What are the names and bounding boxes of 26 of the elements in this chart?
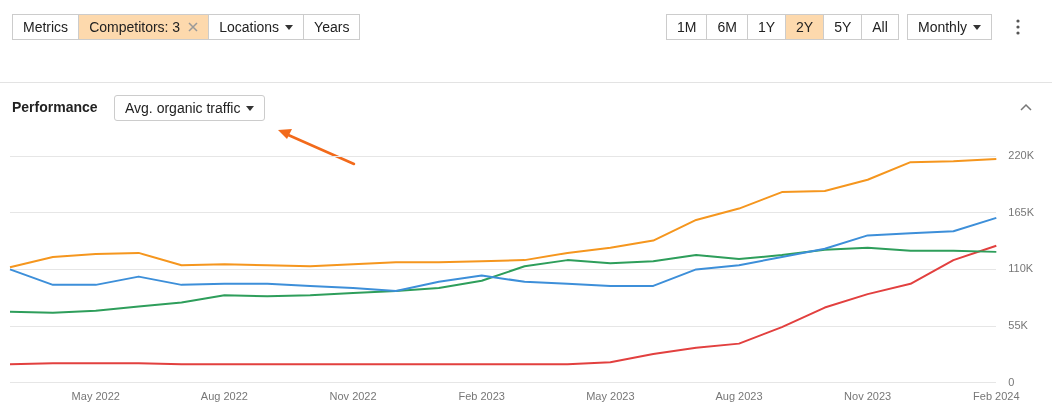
text: 1Y	[757, 19, 776, 35]
text: Monthly	[918, 19, 968, 35]
text: Avg. organic traffic	[125, 100, 241, 116]
y-tick-label: 220K	[1008, 149, 1035, 162]
text: All	[872, 19, 888, 35]
x-tick-label: May 2023	[586, 390, 635, 403]
text: 6M	[717, 19, 737, 35]
x-tick-label: Feb 2023	[458, 390, 505, 403]
text: Locations	[219, 19, 280, 35]
text: Years	[314, 19, 350, 35]
text: 2Y	[796, 19, 814, 35]
text: 5Y	[834, 19, 852, 35]
x-tick-label: Feb 2024	[973, 390, 1020, 403]
text: Competitors: 3	[89, 19, 181, 35]
x-tick-label: Aug 2022	[200, 390, 248, 403]
y-tick-label: 55K	[1008, 319, 1029, 332]
x-tick-label: Aug 2023	[715, 390, 763, 403]
x-tick-label: Nov 2022	[329, 390, 377, 403]
y-tick-label: 0	[1008, 375, 1015, 388]
text: 1M	[677, 19, 697, 35]
y-tick-label: 165K	[1008, 205, 1035, 218]
x-tick-label: Nov 2023	[844, 390, 892, 403]
text: Performance	[12, 99, 98, 115]
x-tick-label: May 2022	[71, 390, 120, 403]
text: Metrics	[23, 19, 69, 35]
y-tick-label: 110K	[1008, 262, 1034, 275]
